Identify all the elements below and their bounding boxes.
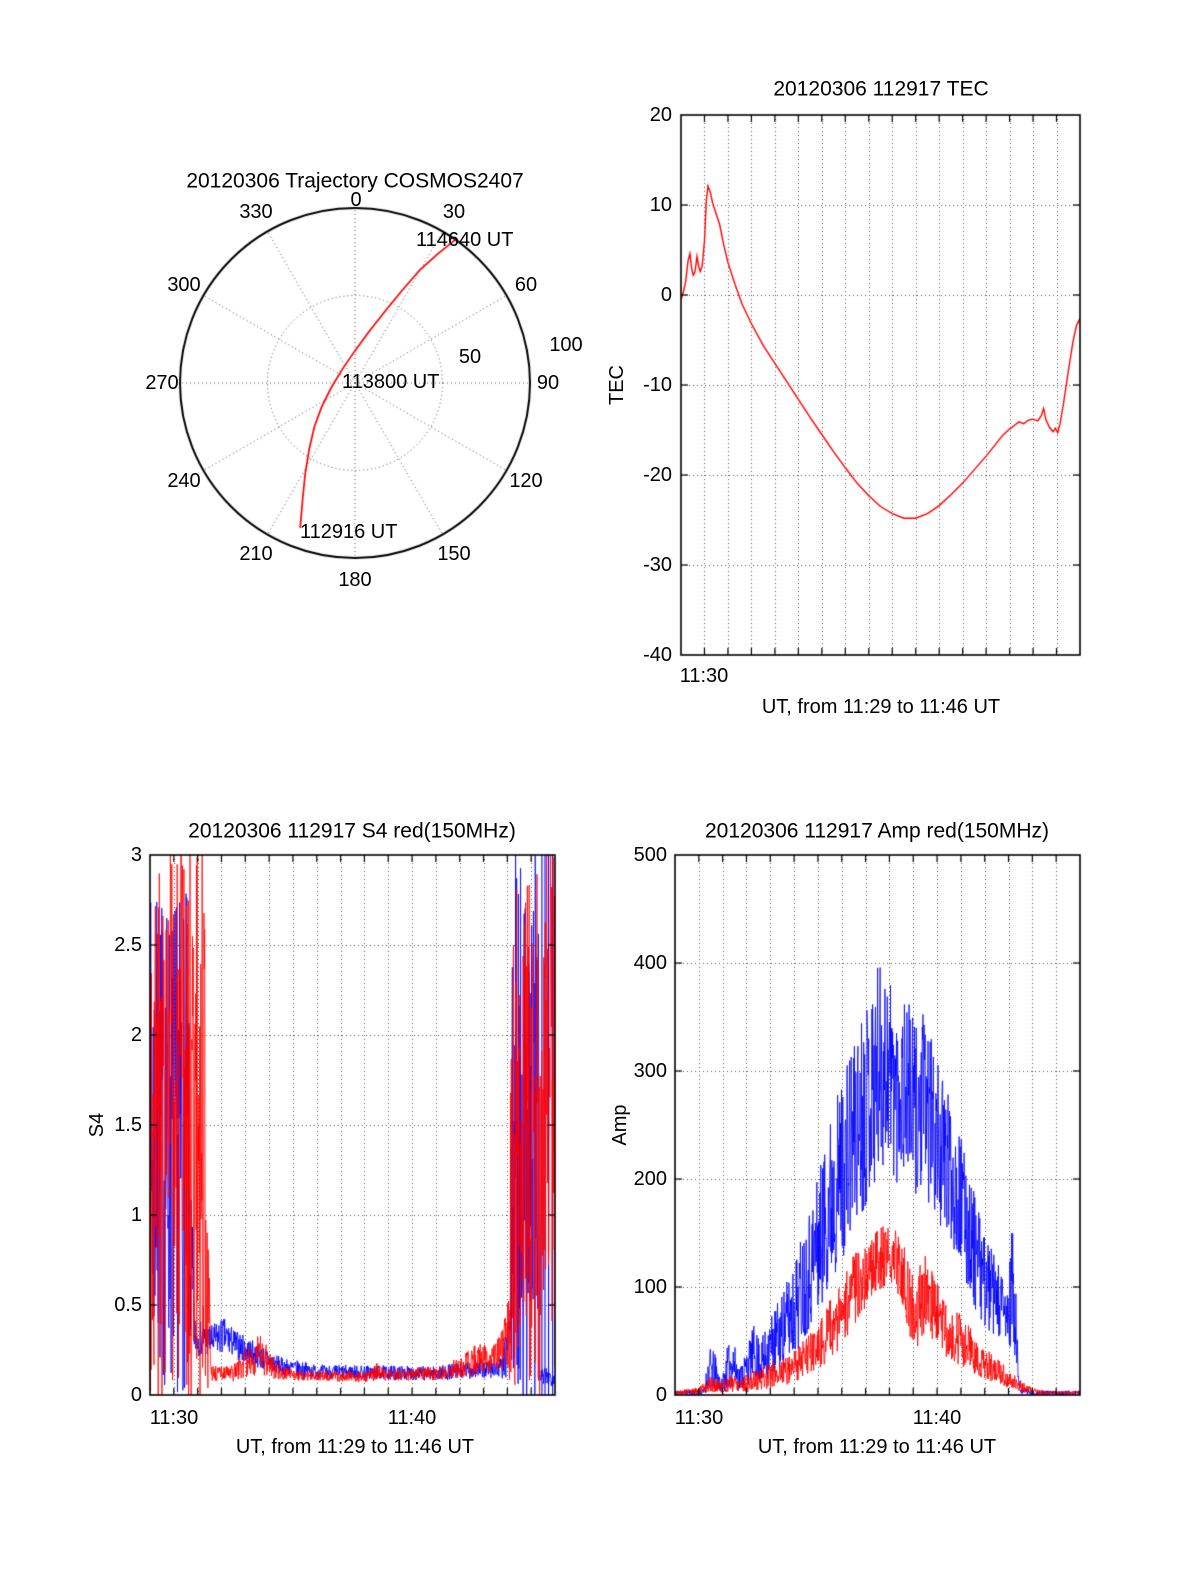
y-axis-label: S4	[86, 1112, 108, 1138]
radial-tick-label: 50	[458, 346, 482, 368]
ytick-label: 0	[655, 1384, 667, 1406]
ytick-label: 0.5	[114, 1294, 142, 1316]
trajectory-mid-annotation: 113800 UT	[342, 371, 440, 393]
azimuth-tick-label: 30	[442, 201, 466, 223]
xtick-label: 11:30	[149, 1407, 199, 1429]
plot-title: 20120306 112917 TEC	[773, 77, 989, 101]
ytick-label: 1	[130, 1204, 142, 1226]
x-axis-label: UT, from 11:29 to 11:46 UT	[757, 1436, 997, 1458]
azimuth-tick-label: 300	[167, 274, 201, 296]
ytick-label: -40	[643, 644, 672, 666]
azimuth-tick-label: 270	[145, 372, 179, 394]
radial-tick-label: 100	[549, 334, 583, 356]
plot-title: 20120306 Trajectory COSMOS2407	[186, 169, 524, 193]
ytick-label: -30	[643, 554, 672, 576]
azimuth-tick-label: 330	[239, 201, 273, 223]
azimuth-tick-label: 210	[239, 543, 273, 565]
xtick-label: 11:40	[912, 1407, 962, 1429]
ytick-label: 10	[649, 194, 672, 216]
ytick-label: 100	[633, 1276, 667, 1298]
azimuth-tick-label: 0	[350, 189, 362, 211]
plot-title: 20120306 112917 Amp red(150MHz)	[704, 819, 1050, 843]
xtick-label: 11:40	[387, 1407, 437, 1429]
ytick-label: 200	[633, 1168, 667, 1190]
ytick-label: 0	[130, 1384, 142, 1406]
x-axis-label: UT, from 11:29 to 11:46 UT	[235, 1436, 475, 1458]
y-axis-label: Amp	[609, 1104, 631, 1146]
azimuth-tick-label: 120	[509, 470, 543, 492]
ytick-label: 1.5	[114, 1114, 142, 1136]
y-axis-label: TEC	[606, 365, 628, 405]
ytick-label: 400	[633, 952, 667, 974]
azimuth-tick-label: 180	[338, 569, 372, 591]
x-axis-label: UT, from 11:29 to 11:46 UT	[761, 696, 1001, 718]
plot-title: 20120306 112917 S4 red(150MHz)	[188, 819, 516, 843]
xtick-label: 11:30	[674, 1407, 724, 1429]
ytick-label: 0	[660, 284, 672, 306]
ytick-label: -10	[643, 374, 672, 396]
ytick-label: 20	[649, 104, 672, 126]
ytick-label: 2	[130, 1024, 142, 1046]
ytick-label: 3	[130, 844, 142, 866]
ytick-label: 500	[633, 844, 667, 866]
trajectory-start-annotation: 112916 UT	[300, 521, 398, 543]
ytick-label: -20	[643, 464, 672, 486]
azimuth-tick-label: 90	[536, 372, 560, 394]
xtick-label: 11:30	[679, 665, 729, 687]
ytick-label: 300	[633, 1060, 667, 1082]
azimuth-tick-label: 60	[514, 274, 538, 296]
azimuth-tick-label: 150	[437, 543, 471, 565]
azimuth-tick-label: 240	[167, 470, 201, 492]
trajectory-end-annotation: 114640 UT	[416, 229, 514, 251]
ytick-label: 2.5	[114, 934, 142, 956]
